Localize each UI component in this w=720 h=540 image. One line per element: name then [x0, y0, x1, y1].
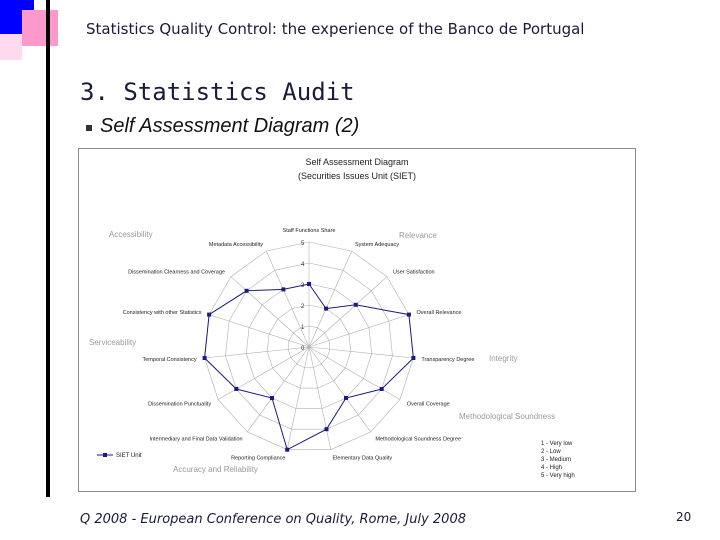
scale-key-item: 3 - Medium [541, 457, 571, 463]
scale-key: 1 - Very low 2 - Low 3 - Medium 4 - High… [541, 441, 575, 479]
series-point [324, 427, 329, 432]
radar-series [202, 282, 416, 452]
grid-ring [266, 304, 352, 389]
group-label-serviceability: Serviceability [89, 338, 136, 347]
radar-axis-label: Reporting Compliance [231, 456, 285, 462]
radar-axis-label: User Satisfaction [393, 269, 435, 275]
page-number: 20 [676, 510, 692, 524]
grid-spoke [308, 250, 352, 348]
radar-axis-label: Intermediary and Final Data Validation [149, 436, 242, 442]
series-point [281, 287, 286, 292]
radar-axis-label: Transparency Degree [421, 357, 474, 363]
radar-tick-label: 2 [301, 304, 305, 310]
series-point [344, 396, 348, 400]
series-point [270, 396, 274, 400]
radar-axis-label: Dissemination Punctuality [148, 402, 211, 408]
legend-label: SIET Unit [116, 453, 142, 459]
scale-key-item: 2 - Low [541, 449, 561, 455]
grid-spoke [247, 346, 310, 433]
radar-tick-label: 0 [301, 346, 305, 352]
decor-square-pink [22, 10, 58, 46]
header-title: Statistics Quality Control: the experien… [86, 20, 585, 38]
radar-axis-label: System Adequacy [355, 242, 399, 248]
scale-key-item: 4 - High [541, 465, 562, 471]
scale-key-item: 1 - Very low [541, 441, 573, 447]
grid-spoke [308, 346, 414, 359]
grid-ring [225, 262, 393, 430]
grid-spoke [217, 346, 310, 400]
grid-ring [204, 241, 414, 451]
chart-subtitle: (Securities Issues Unit (SIET) [298, 171, 416, 181]
grid-spoke [308, 346, 401, 400]
legend: SIET Unit [97, 453, 142, 459]
radar-axis-label: Staff Functions Share [283, 228, 336, 234]
series-point [379, 387, 384, 391]
radar-axis-label: Overall Coverage [407, 402, 450, 408]
grid-spoke [209, 314, 310, 348]
footer-text: Q 2008 - European Conference on Quality,… [80, 512, 466, 527]
series-point [285, 447, 290, 452]
series-line [204, 283, 414, 451]
series-point [406, 312, 411, 317]
radar-axis-label: Consistency with other Statistics [123, 310, 202, 316]
radar-tick-label: 4 [301, 262, 305, 268]
series-point [324, 306, 329, 311]
scale-key-item: 5 - Very high [541, 473, 575, 479]
radar-grid [204, 241, 414, 451]
radar-axis-labels: Staff Functions Share System Adequacy User… [123, 228, 475, 462]
slide-subtitle: Self Assessment Diagram (2) [100, 115, 360, 137]
grid-spoke [308, 346, 371, 433]
radar-tick-labels: 0 1 2 3 4 5 [301, 241, 305, 352]
grid-ring [287, 325, 331, 368]
series-point [353, 302, 358, 307]
legend-marker [103, 453, 107, 457]
series-point [307, 282, 311, 286]
radar-tick-label: 1 [301, 325, 305, 331]
radar-axis-label: Methodological Soundness Degree [375, 436, 461, 442]
bullet-icon [86, 125, 92, 131]
grid-ring [245, 283, 373, 409]
radar-axis-label: Dissemination Clearness and Coverage [128, 269, 225, 275]
group-label-accessibility: Accessibility [109, 230, 153, 239]
chart-title: Self Assessment Diagram [305, 157, 408, 167]
radar-axis-label: Elementary Data Quality [333, 456, 393, 462]
radar-tick-label: 5 [301, 241, 305, 247]
grid-spoke [266, 250, 310, 348]
radar-axis-label: Temporal Consistency [142, 357, 196, 363]
group-label-accuracy-reliability: Accuracy and Reliability [173, 465, 258, 474]
chart-frame: Self Assessment Diagram (Securities Issu… [78, 148, 636, 492]
radar-axis-label: Overall Relevance [417, 310, 462, 316]
group-label-integrity: Integrity [489, 354, 517, 363]
radar-axis-label: Metadata Accessibility [209, 242, 263, 248]
radar-chart: Self Assessment Diagram (Securities Issu… [89, 157, 575, 479]
series-point [202, 356, 207, 360]
series-point [207, 312, 212, 317]
series-point [244, 288, 249, 293]
vertical-divider [46, 0, 50, 497]
grid-spoke [308, 346, 332, 450]
radar-tick-label: 3 [301, 283, 305, 289]
series-point [234, 387, 239, 391]
grid-spoke [308, 276, 388, 348]
grid-spoke [230, 276, 310, 348]
grid-spoke [286, 346, 310, 450]
decor-square-light-pink [0, 34, 22, 60]
grid-spoke [308, 314, 409, 348]
section-title: 3. Statistics Audit [80, 78, 355, 106]
group-label-methodological-soundness: Methodological Soundness [459, 412, 555, 421]
group-label-relevance: Relevance [399, 231, 437, 240]
series-point [411, 356, 416, 360]
grid-spoke [204, 346, 310, 359]
